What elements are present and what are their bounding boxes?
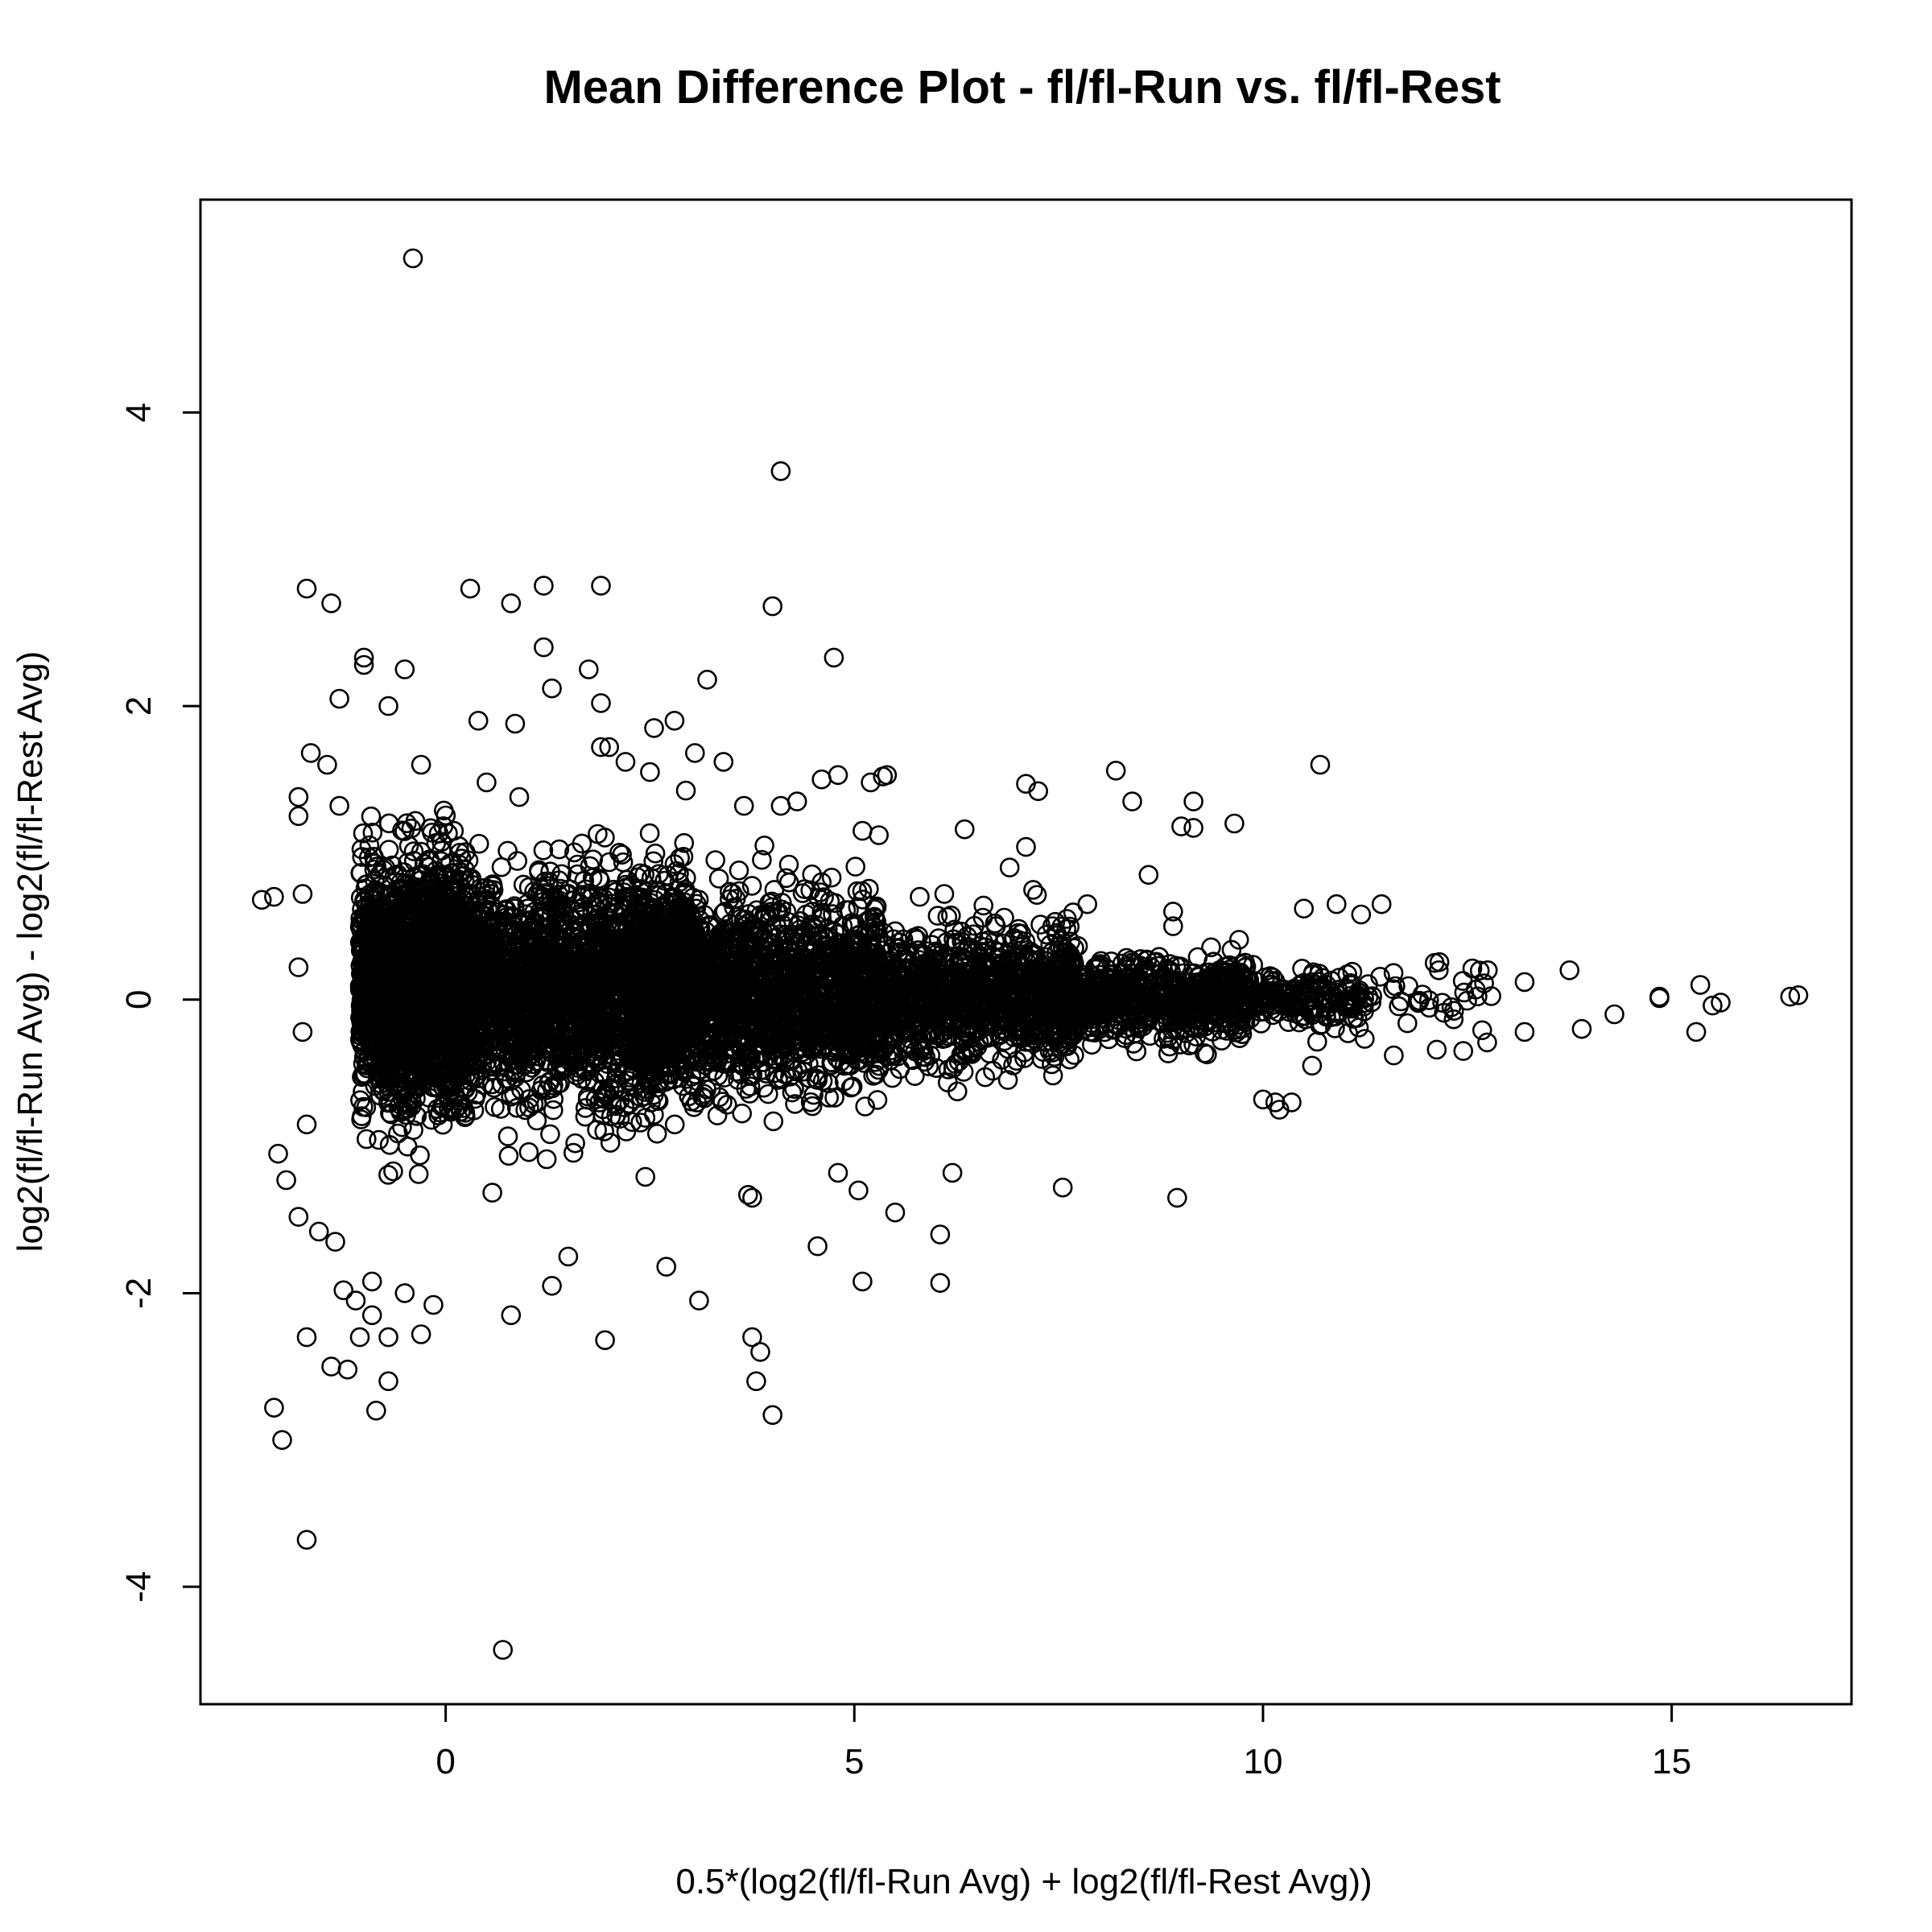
data-point <box>482 1183 502 1203</box>
data-point <box>485 1096 505 1117</box>
data-point <box>362 823 383 843</box>
data-point <box>497 840 518 861</box>
data-points <box>251 248 1809 1660</box>
data-point <box>635 1166 656 1187</box>
data-point <box>361 806 382 827</box>
data-point <box>526 1110 547 1131</box>
data-point <box>469 833 489 854</box>
data-point <box>664 1114 685 1135</box>
data-point <box>378 1165 398 1185</box>
data-point <box>397 1137 418 1157</box>
data-point <box>408 1164 429 1184</box>
data-point <box>540 1124 560 1145</box>
data-point <box>758 1084 778 1104</box>
data-point <box>536 1149 557 1170</box>
chart-title: Mean Difference Plot - fl/fl-Run vs. fl/… <box>543 61 1501 114</box>
data-point <box>491 857 512 877</box>
data-point <box>497 1126 518 1146</box>
data-point <box>352 1106 372 1126</box>
data-point <box>378 840 399 860</box>
data-point <box>498 1146 519 1166</box>
data-point <box>383 1161 403 1182</box>
data-point <box>646 1124 667 1144</box>
data-point <box>353 823 374 844</box>
data-point <box>410 1145 430 1166</box>
data-point <box>763 1111 784 1132</box>
data-point <box>369 1129 389 1150</box>
data-point <box>433 800 454 821</box>
data-point <box>396 813 417 834</box>
data-point <box>821 867 842 888</box>
data-point <box>518 1141 539 1162</box>
data-point <box>599 852 620 873</box>
data-point <box>675 780 696 801</box>
data-point <box>729 861 749 881</box>
data-point <box>356 1129 377 1150</box>
data-point <box>580 856 601 877</box>
